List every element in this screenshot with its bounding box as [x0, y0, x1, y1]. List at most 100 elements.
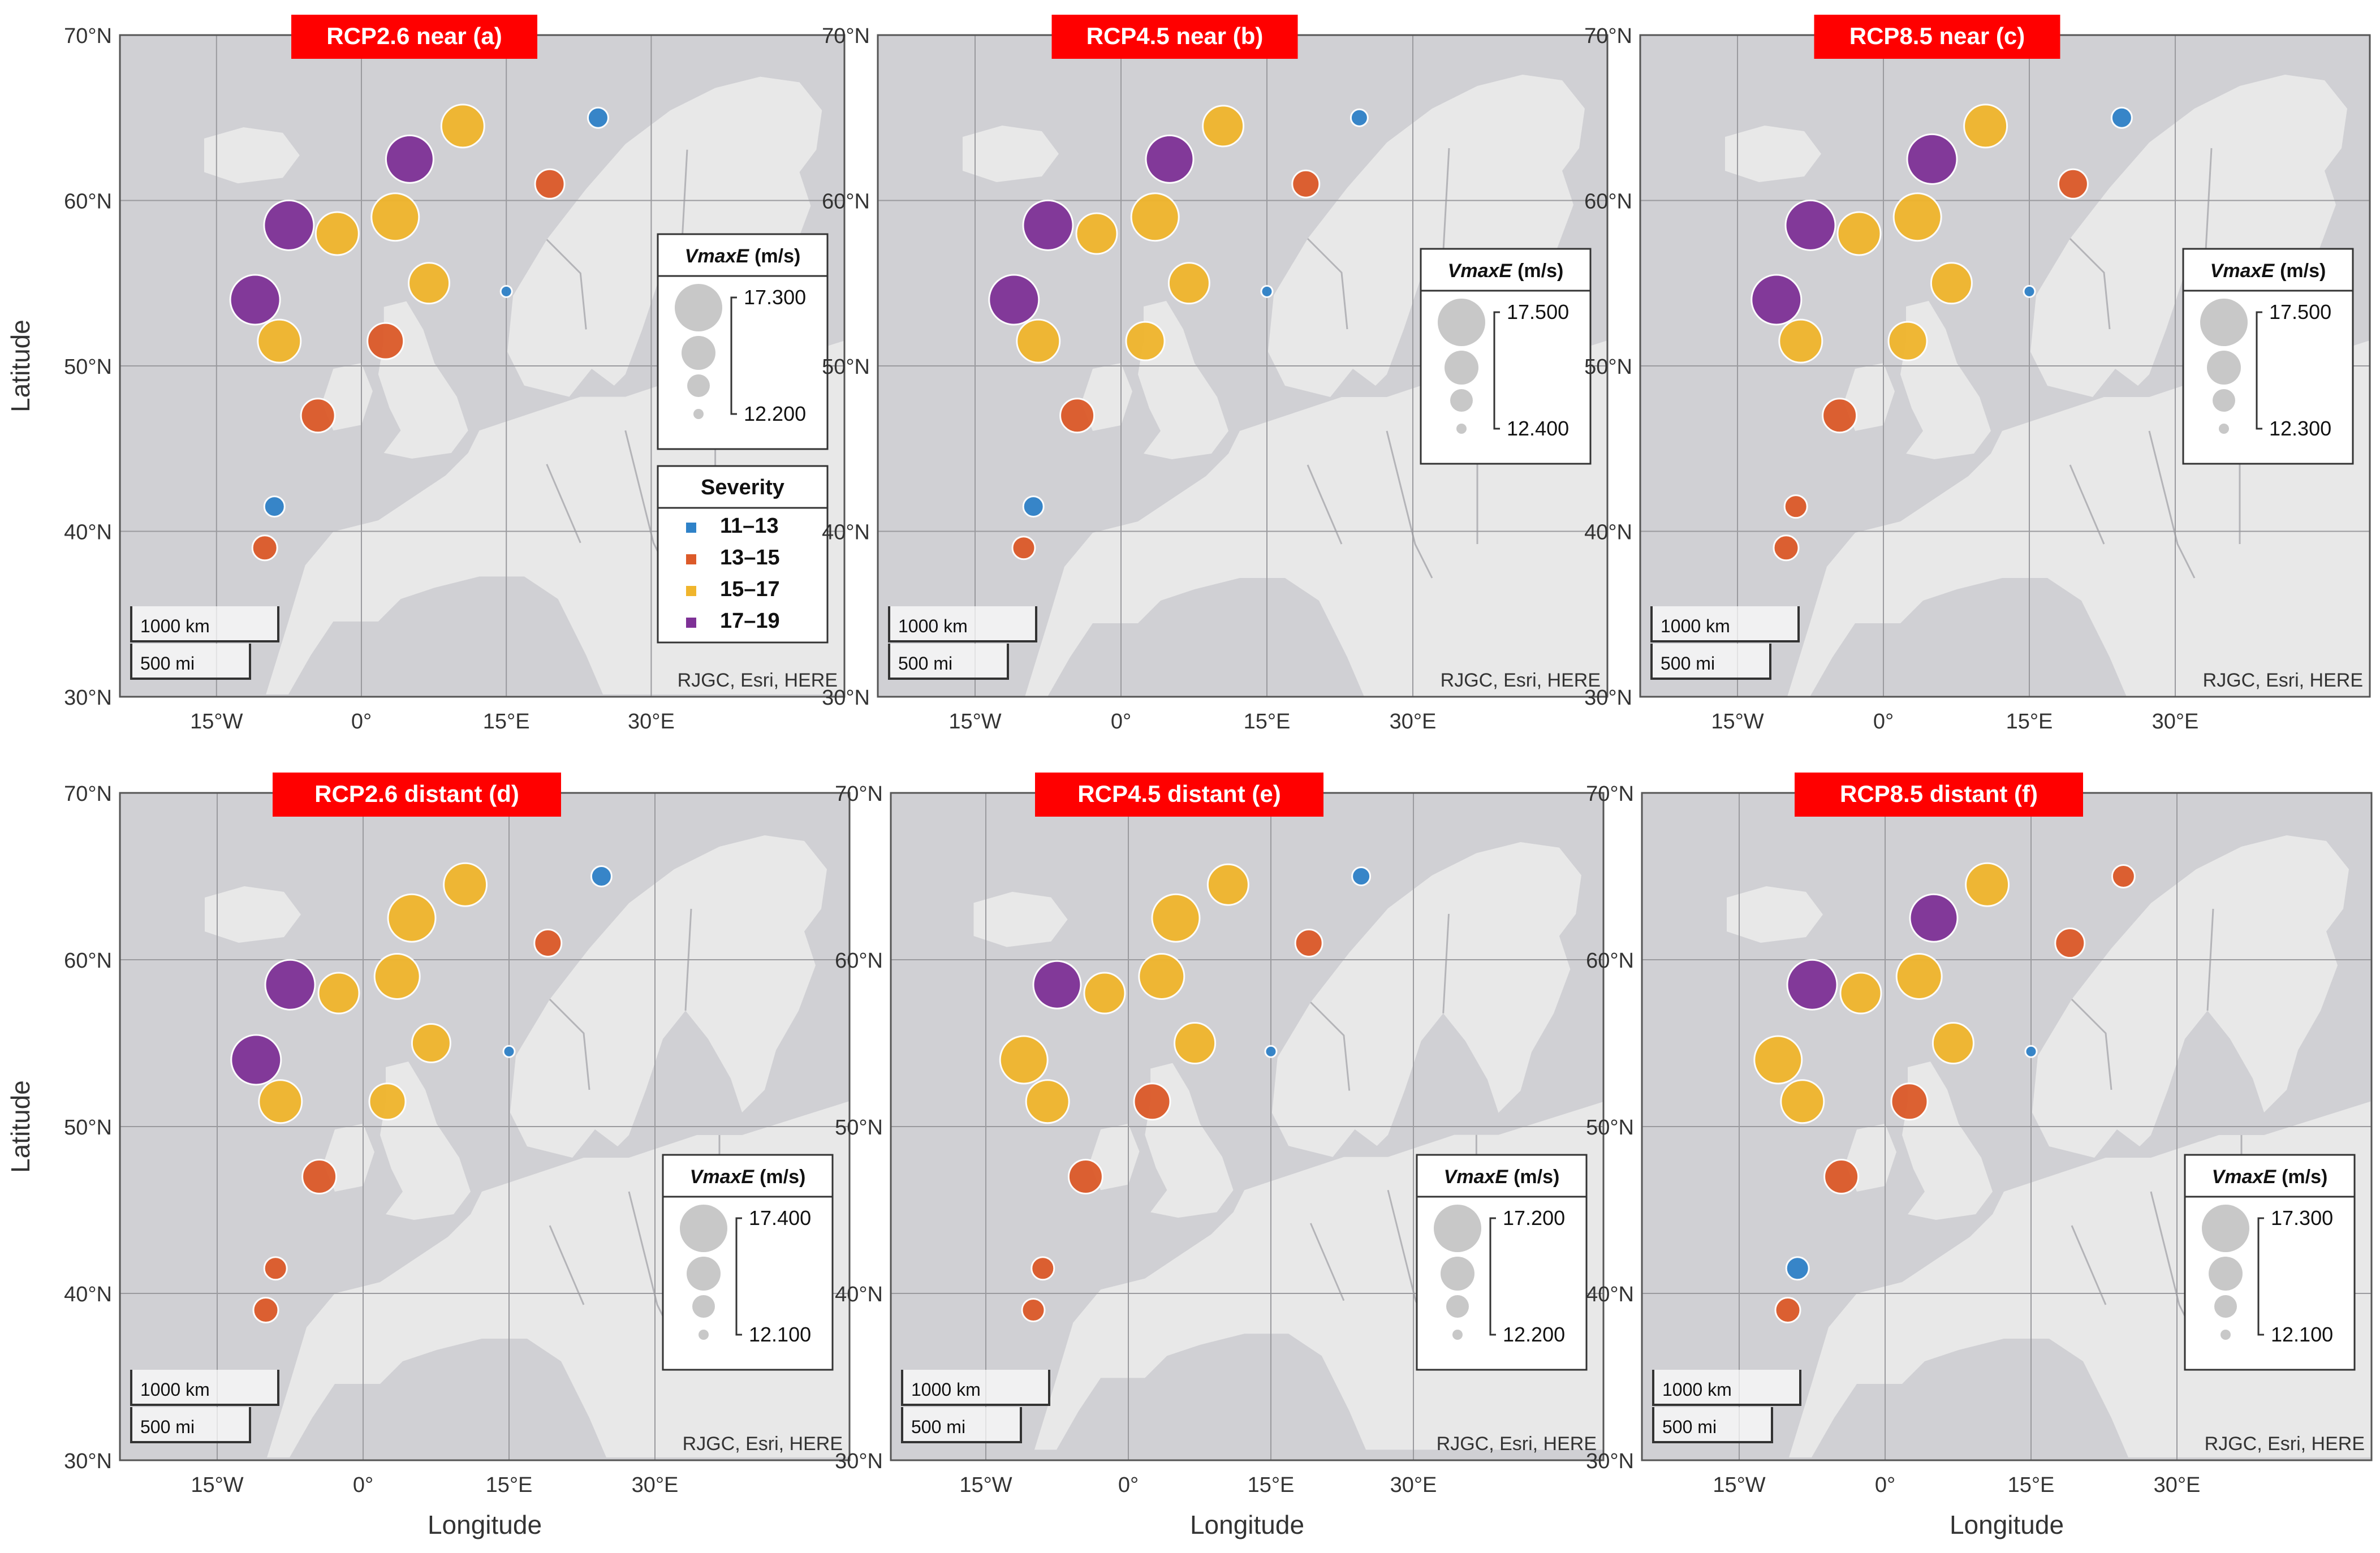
size-legend-marker — [1452, 1330, 1463, 1340]
station-marker — [1059, 398, 1096, 434]
size-legend-marker — [687, 1257, 721, 1291]
station-marker — [1349, 108, 1369, 127]
station-marker — [2054, 928, 2086, 959]
lon-tick-label: 15°E — [483, 710, 530, 734]
lat-tick-label: 70°N — [64, 782, 112, 806]
station-marker — [1075, 212, 1118, 255]
station-marker — [263, 199, 315, 251]
map-panel: 70°N 60°N 50°N 40°N 30°N 15°W 0° 15°E 30°E RCP2.6… — [64, 773, 851, 1497]
scale-bar-mi-bg — [1652, 644, 1770, 679]
panels-layer: 70°N 60°N 50°N 40°N 30°N 15°W 0° 15°E 30°E RCP2.6… — [6, 15, 2373, 1539]
station-marker — [1202, 105, 1245, 148]
lat-tick-label: 50°N — [1584, 355, 1632, 379]
station-marker — [1206, 863, 1249, 906]
size-legend-marker — [2221, 1330, 2231, 1340]
scale-bar-mi-label: 500 mi — [1661, 653, 1715, 674]
lon-tick-label: 30°E — [1390, 710, 1437, 734]
scale-bar-mi-label: 500 mi — [140, 1417, 195, 1437]
lat-tick-label: 40°N — [64, 1283, 112, 1306]
station-marker — [1930, 262, 1973, 305]
size-legend-marker — [1445, 351, 1478, 385]
station-marker — [999, 1035, 1049, 1085]
size-legend-title: VmaxE (m/s) — [1444, 1166, 1560, 1188]
station-marker — [2057, 168, 2089, 200]
station-marker — [263, 1256, 288, 1281]
station-marker — [263, 495, 286, 518]
panel-title-badge — [1051, 15, 1298, 59]
size-legend-marker — [2213, 389, 2235, 412]
station-marker — [1773, 534, 1800, 562]
lat-tick-label: 60°N — [1584, 190, 1632, 214]
size-legend-max: 17.300 — [2271, 1206, 2333, 1230]
lat-tick-label: 40°N — [64, 521, 112, 545]
station-marker — [1786, 959, 1838, 1011]
size-legend-title: VmaxE (m/s) — [685, 245, 801, 267]
station-marker — [1778, 318, 1823, 364]
y-axis-label: Latitude — [6, 1080, 35, 1173]
lat-tick-label: 50°N — [1586, 1116, 1634, 1140]
lon-tick-label: 0° — [1111, 710, 1131, 734]
lat-tick-label: 30°N — [835, 1450, 883, 1473]
scale-bar-mi — [901, 1407, 1022, 1443]
size-legend-bracket — [2256, 311, 2262, 430]
scale-bar-km — [1650, 606, 1800, 642]
station-marker — [408, 262, 451, 305]
station-marker — [1783, 494, 1808, 519]
size-legend-max: 17.200 — [1503, 1206, 1565, 1230]
panel-title: RCP2.6 near (a) — [326, 23, 502, 49]
station-marker — [988, 274, 1040, 326]
scale-bar-km-label: 1000 km — [140, 1379, 210, 1400]
station-marker — [1138, 953, 1185, 1000]
station-marker — [1785, 1256, 1810, 1281]
station-marker — [590, 865, 613, 887]
scale-bar-mi — [1652, 1407, 1773, 1443]
severity-swatch — [686, 618, 696, 628]
station-marker — [1906, 133, 1958, 185]
size-legend: VmaxE (m/s) 17.300 12.100 — [2184, 1154, 2356, 1371]
size-legend-bracket — [735, 1217, 742, 1336]
lon-tick-label: 15°E — [2006, 710, 2053, 734]
size-legend-marker — [682, 336, 715, 370]
size-legend-marker — [680, 1205, 727, 1252]
scale-bar-km-bg — [1652, 606, 1799, 641]
size-legend-max: 17.400 — [749, 1206, 811, 1230]
size-legend-unit: (m/s) — [754, 245, 800, 267]
station-marker — [1750, 274, 1803, 326]
station-marker — [1130, 192, 1180, 242]
lon-tick-label: 15°W — [1713, 1473, 1765, 1497]
lat-tick-label: 50°N — [835, 1116, 883, 1140]
scale-bar-mi-label: 500 mi — [911, 1417, 965, 1437]
station-marker — [1294, 929, 1323, 957]
size-legend-var: VmaxE — [2210, 260, 2275, 282]
size-legend-marker — [2209, 1257, 2243, 1291]
scale-bar-km-bg — [902, 1370, 1049, 1405]
lat-tick-label: 40°N — [1584, 521, 1632, 545]
lat-tick-label: 50°N — [64, 355, 112, 379]
size-legend-min: 12.100 — [749, 1323, 811, 1346]
station-marker — [1931, 1022, 1974, 1064]
station-marker — [300, 398, 336, 434]
scale-bar-km-label: 1000 km — [898, 616, 968, 636]
y-axis-label: Latitude — [6, 320, 35, 412]
size-legend-max: 17.300 — [744, 286, 806, 309]
lon-tick-label: 15°E — [1248, 1473, 1295, 1497]
lat-tick-label: 30°N — [1586, 1450, 1634, 1473]
station-marker — [1965, 862, 2010, 907]
size-legend-bracket — [1493, 311, 1500, 430]
scale-bar-km-label: 1000 km — [911, 1379, 981, 1400]
station-marker — [440, 103, 485, 149]
station-marker — [411, 1023, 451, 1063]
map-panel: 70°N 60°N 50°N 40°N 30°N 15°W 0° 15°E 30°E RCP4.5… — [822, 15, 1609, 734]
lat-tick-label: 70°N — [822, 24, 870, 48]
size-legend-var: VmaxE — [690, 1166, 755, 1188]
station-marker — [1836, 211, 1882, 256]
panel-title: RCP2.6 distant (d) — [314, 780, 519, 807]
size-legend-unit: (m/s) — [2280, 260, 2326, 282]
size-legend-marker — [1446, 1295, 1469, 1318]
station-marker — [533, 929, 563, 957]
station-marker — [1909, 893, 1959, 943]
map-panel: 70°N 60°N 50°N 40°N 30°N 15°W 0° 15°E 30°E RCP4.5… — [835, 773, 1605, 1497]
lat-tick-label: 50°N — [64, 1116, 112, 1140]
lon-tick-label: 15°E — [1244, 710, 1291, 734]
station-marker — [251, 534, 278, 562]
